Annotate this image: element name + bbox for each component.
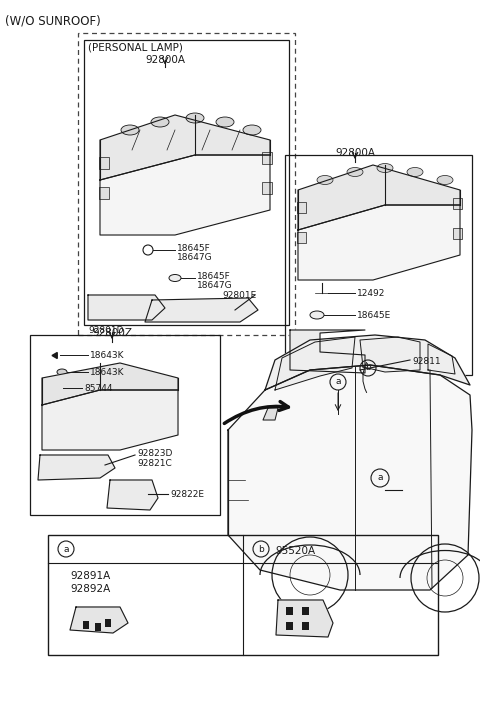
Bar	[99, 187, 109, 199]
Polygon shape	[298, 165, 460, 230]
Bar	[297, 232, 306, 243]
Text: 92823D: 92823D	[137, 449, 172, 458]
Polygon shape	[145, 298, 258, 322]
Text: b: b	[258, 544, 264, 554]
Ellipse shape	[57, 369, 67, 375]
Polygon shape	[70, 607, 128, 633]
Text: a: a	[335, 377, 341, 386]
Bar	[302, 607, 309, 615]
Bar	[262, 152, 272, 164]
Text: a: a	[377, 473, 383, 483]
Bar	[297, 202, 306, 213]
Polygon shape	[42, 363, 178, 405]
Circle shape	[53, 383, 63, 393]
Polygon shape	[88, 295, 165, 320]
Polygon shape	[428, 344, 455, 374]
Text: 85744: 85744	[84, 384, 112, 393]
Bar	[78, 33, 295, 335]
Polygon shape	[265, 335, 470, 390]
Ellipse shape	[169, 275, 181, 282]
Polygon shape	[290, 330, 365, 373]
Ellipse shape	[377, 163, 393, 173]
Polygon shape	[298, 205, 460, 280]
Polygon shape	[100, 115, 270, 180]
Text: a: a	[63, 544, 69, 554]
Text: 92801E: 92801E	[222, 291, 256, 300]
Bar	[453, 198, 462, 209]
Text: (PERSONAL LAMP): (PERSONAL LAMP)	[88, 43, 183, 53]
Ellipse shape	[437, 176, 453, 184]
Ellipse shape	[186, 113, 204, 123]
Ellipse shape	[216, 117, 234, 127]
Bar	[99, 157, 109, 169]
Text: 92892A: 92892A	[70, 584, 110, 594]
Text: 92821C: 92821C	[137, 459, 172, 468]
Ellipse shape	[347, 168, 363, 176]
Text: 18647G: 18647G	[197, 281, 233, 290]
Bar	[30, 335, 220, 515]
Bar	[286, 622, 293, 630]
Text: 92891A: 92891A	[70, 571, 110, 581]
Text: b: b	[365, 364, 371, 373]
Bar	[105, 619, 111, 627]
Polygon shape	[107, 480, 158, 510]
Text: 18643K: 18643K	[90, 351, 124, 360]
Polygon shape	[100, 155, 270, 235]
Polygon shape	[263, 408, 278, 420]
Bar	[286, 607, 293, 615]
Text: (W/O SUNROOF): (W/O SUNROOF)	[5, 14, 101, 27]
Text: 92811: 92811	[412, 357, 441, 366]
Text: 92801D: 92801D	[88, 326, 123, 335]
Polygon shape	[38, 455, 115, 480]
Ellipse shape	[317, 176, 333, 184]
Bar	[84, 40, 289, 325]
Polygon shape	[276, 600, 333, 637]
Ellipse shape	[407, 168, 423, 176]
Bar	[453, 228, 462, 239]
Ellipse shape	[121, 125, 139, 135]
Polygon shape	[42, 390, 178, 450]
Text: 92822E: 92822E	[170, 490, 204, 499]
Text: 12492: 12492	[357, 289, 385, 298]
Bar	[285, 155, 472, 375]
Polygon shape	[228, 365, 472, 590]
Polygon shape	[360, 337, 420, 372]
Text: 92800A: 92800A	[145, 55, 185, 65]
Bar	[95, 623, 101, 631]
Text: 18643K: 18643K	[90, 368, 124, 377]
Text: 18645E: 18645E	[357, 311, 391, 320]
Polygon shape	[275, 337, 355, 390]
Bar	[48, 535, 438, 655]
Text: 18645F: 18645F	[197, 272, 231, 281]
Text: 18645F: 18645F	[177, 244, 211, 253]
Text: 18647G: 18647G	[177, 253, 213, 262]
Text: 92800A: 92800A	[335, 148, 375, 158]
Text: 92800Z: 92800Z	[92, 328, 132, 338]
Bar	[262, 182, 272, 194]
Ellipse shape	[151, 117, 169, 127]
Bar	[302, 622, 309, 630]
Bar	[83, 621, 89, 629]
Ellipse shape	[310, 311, 324, 319]
Ellipse shape	[243, 125, 261, 135]
Text: 95520A: 95520A	[275, 546, 315, 556]
